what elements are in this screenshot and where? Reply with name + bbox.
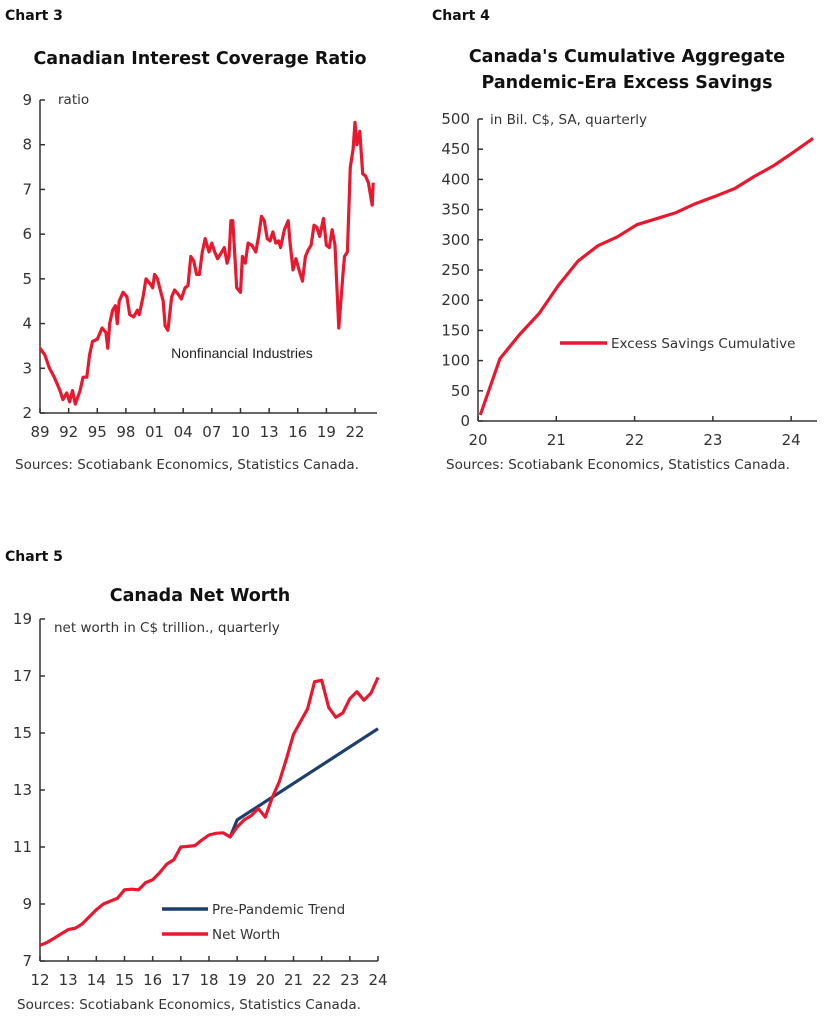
x-tick-label: 98 bbox=[116, 423, 135, 441]
x-tick-label: 19 bbox=[228, 971, 247, 989]
y-tick-label: 7 bbox=[22, 180, 32, 198]
y-tick-label: 15 bbox=[13, 724, 32, 742]
x-tick-label: 07 bbox=[202, 423, 221, 441]
x-tick-label: 89 bbox=[30, 423, 49, 441]
chart-4: Chart 4 Canada's Cumulative Aggregate Pa… bbox=[432, 8, 817, 473]
chart-5-title: Canada Net Worth bbox=[110, 586, 290, 606]
x-tick-label: 13 bbox=[260, 423, 279, 441]
y-tick-label: 250 bbox=[441, 261, 470, 279]
y-tick-label: 9 bbox=[22, 91, 32, 109]
y-tick-label: 300 bbox=[441, 231, 470, 249]
x-tick-label: 16 bbox=[143, 971, 162, 989]
y-tick-label: 6 bbox=[22, 225, 32, 243]
chart-5-legend-label-trend: Pre-Pandemic Trend bbox=[212, 902, 345, 918]
series-line-net-worth bbox=[39, 676, 380, 947]
y-tick-label: 17 bbox=[13, 667, 32, 685]
y-tick-label: 500 bbox=[441, 110, 470, 128]
x-tick-label: 21 bbox=[547, 431, 566, 449]
x-tick-label: 14 bbox=[87, 971, 106, 989]
chart-3-source: Sources: Scotiabank Economics, Statistic… bbox=[15, 457, 359, 473]
chart-4-source: Sources: Scotiabank Economics, Statistic… bbox=[446, 457, 790, 473]
y-tick-label: 4 bbox=[22, 315, 32, 333]
chart-4-unit-label: in Bil. C$, SA, quarterly bbox=[490, 112, 647, 128]
x-tick-label: 23 bbox=[703, 431, 722, 449]
y-tick-label: 7 bbox=[22, 952, 32, 970]
x-tick-label: 17 bbox=[171, 971, 190, 989]
y-tick-label: 100 bbox=[441, 352, 470, 370]
y-tick-label: 200 bbox=[441, 291, 470, 309]
x-tick-label: 12 bbox=[30, 971, 49, 989]
y-tick-label: 2 bbox=[22, 404, 32, 422]
x-tick-label: 01 bbox=[145, 423, 164, 441]
chart-3-unit-label: ratio bbox=[58, 92, 89, 108]
chart-3-annotation: Nonfinancial Industries bbox=[171, 345, 313, 361]
y-tick-label: 9 bbox=[22, 895, 32, 913]
chart-5-source: Sources: Scotiabank Economics, Statistic… bbox=[17, 997, 361, 1013]
y-tick-label: 3 bbox=[22, 359, 32, 377]
x-tick-label: 23 bbox=[340, 971, 359, 989]
chart-5-unit-label: net worth in C$ trillion., quarterly bbox=[54, 620, 280, 636]
x-tick-label: 20 bbox=[256, 971, 275, 989]
chart-5: Chart 5 Canada Net Worth net worth in C$… bbox=[5, 549, 388, 1013]
y-tick-label: 13 bbox=[13, 781, 32, 799]
chart-5-label: Chart 5 bbox=[5, 549, 63, 565]
y-tick-label: 150 bbox=[441, 321, 470, 339]
chart-4-plot: 0 50 100 150 200 250 300 350 400 450 500 20 21 22 23 24 bbox=[441, 110, 817, 449]
x-tick-label: 20 bbox=[468, 431, 487, 449]
series-line-nonfinancial-industries bbox=[38, 120, 375, 406]
x-tick-label: 04 bbox=[174, 423, 193, 441]
chart-3: Chart 3 Canadian Interest Coverage Ratio… bbox=[5, 8, 377, 473]
x-tick-label: 18 bbox=[199, 971, 218, 989]
x-tick-label: 92 bbox=[59, 423, 78, 441]
x-tick-label: 24 bbox=[368, 971, 387, 989]
y-tick-label: 0 bbox=[460, 412, 470, 430]
x-tick-label: 13 bbox=[59, 971, 78, 989]
y-tick-label: 350 bbox=[441, 201, 470, 219]
chart-4-title-line-1: Canada's Cumulative Aggregate bbox=[469, 47, 785, 67]
series-line-excess-savings-cumulative bbox=[478, 136, 815, 416]
x-tick-label: 95 bbox=[88, 423, 107, 441]
x-tick-label: 24 bbox=[782, 431, 801, 449]
y-tick-label: 19 bbox=[13, 610, 32, 628]
x-tick-label: 15 bbox=[115, 971, 134, 989]
chart-3-label: Chart 3 bbox=[5, 8, 63, 24]
x-tick-label: 10 bbox=[231, 423, 250, 441]
y-tick-label: 5 bbox=[22, 270, 32, 288]
y-tick-label: 50 bbox=[451, 382, 470, 400]
chart-4-label: Chart 4 bbox=[432, 8, 490, 24]
x-tick-label: 22 bbox=[345, 423, 364, 441]
x-tick-label: 21 bbox=[284, 971, 303, 989]
x-tick-label: 22 bbox=[312, 971, 331, 989]
chart-5-plot: 7 9 11 13 15 17 19 12 13 14 15 16 17 18 19 20 21 22 23 24 bbox=[13, 610, 388, 989]
y-tick-label: 11 bbox=[13, 838, 32, 856]
x-tick-label: 22 bbox=[625, 431, 644, 449]
x-tick-label: 19 bbox=[317, 423, 336, 441]
y-tick-label: 450 bbox=[441, 140, 470, 158]
x-tick-label: 16 bbox=[288, 423, 307, 441]
y-tick-label: 400 bbox=[441, 170, 470, 188]
y-tick-label: 8 bbox=[22, 136, 32, 154]
chart-5-legend-label-networth: Net Worth bbox=[212, 927, 280, 943]
chart-4-title-line-2: Pandemic-Era Excess Savings bbox=[481, 73, 772, 93]
series-line-pre-pandemic-trend bbox=[228, 727, 379, 838]
chart-4-legend-label: Excess Savings Cumulative bbox=[611, 336, 795, 352]
chart-3-title: Canadian Interest Coverage Ratio bbox=[33, 49, 366, 69]
